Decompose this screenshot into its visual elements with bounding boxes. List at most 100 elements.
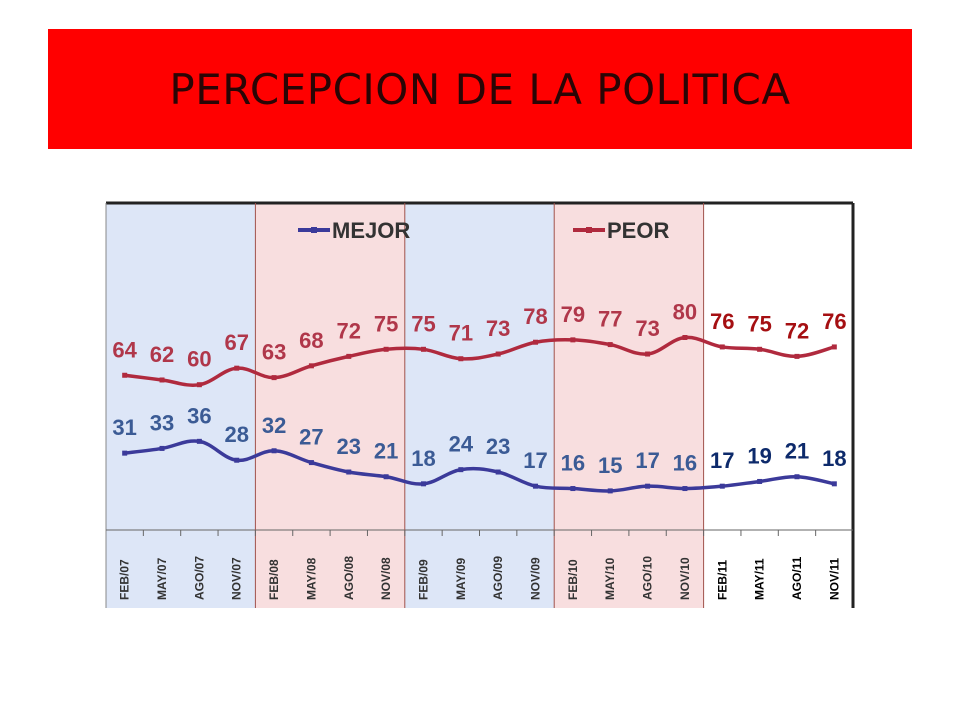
period-band — [106, 203, 256, 608]
data-label: 21 — [374, 439, 398, 464]
data-label: 68 — [299, 328, 323, 353]
data-point — [607, 342, 613, 348]
data-label: 32 — [262, 413, 286, 438]
data-point — [533, 483, 539, 489]
data-label: 17 — [710, 448, 734, 473]
data-label: 67 — [224, 330, 248, 355]
data-label: 23 — [486, 434, 510, 459]
x-tick-label: AGO/10 — [641, 556, 655, 600]
data-point — [682, 335, 688, 340]
period-band — [554, 203, 704, 608]
data-point — [607, 488, 613, 494]
data-label: 21 — [785, 439, 809, 464]
data-label: 18 — [822, 446, 846, 471]
data-point — [831, 481, 837, 487]
data-point — [570, 337, 576, 343]
data-point — [346, 469, 352, 475]
x-tick-label: MAY/08 — [304, 557, 318, 600]
data-label: 79 — [561, 302, 585, 327]
data-point — [645, 351, 651, 357]
x-tick-label: NOV/08 — [379, 557, 393, 600]
data-point — [308, 460, 314, 466]
data-label: 62 — [150, 342, 174, 367]
data-point — [271, 448, 277, 454]
data-point — [308, 363, 314, 369]
data-point — [234, 457, 240, 463]
data-label: 76 — [822, 309, 846, 334]
data-label: 64 — [112, 337, 137, 362]
x-tick-label: MAY/10 — [603, 557, 617, 600]
data-point — [159, 445, 165, 451]
data-point — [533, 339, 539, 345]
legend-marker — [586, 227, 592, 233]
data-point — [794, 474, 800, 480]
data-label: 72 — [785, 318, 809, 343]
data-point — [458, 467, 464, 473]
data-point — [570, 486, 576, 492]
data-label: 75 — [747, 311, 771, 336]
data-label: 77 — [598, 307, 622, 332]
data-label: 75 — [411, 311, 435, 336]
data-label: 23 — [337, 434, 361, 459]
data-point — [383, 474, 389, 480]
data-label: 73 — [486, 316, 510, 341]
legend-label: PEOR — [607, 218, 669, 243]
data-label: 36 — [187, 403, 211, 428]
data-label: 78 — [523, 304, 547, 329]
x-tick-label: MAY/11 — [753, 558, 767, 600]
data-label: 15 — [598, 453, 622, 478]
period-band — [404, 203, 555, 608]
data-point — [831, 344, 837, 350]
data-point — [719, 344, 725, 350]
data-label: 19 — [747, 443, 771, 468]
x-tick-label: NOV/10 — [678, 557, 692, 600]
data-point — [159, 377, 165, 383]
data-point — [420, 346, 426, 352]
x-tick-label: FEB/09 — [416, 559, 430, 600]
x-tick-label: AGO/11 — [790, 556, 804, 600]
data-point — [719, 483, 725, 489]
title-banner: PERCEPCION DE LA POLITICA — [48, 29, 912, 149]
data-label: 16 — [561, 451, 585, 476]
data-label: 31 — [112, 415, 136, 440]
data-point — [383, 346, 389, 352]
data-label: 72 — [337, 318, 361, 343]
data-label: 60 — [187, 347, 211, 372]
data-label: 73 — [635, 316, 659, 341]
data-point — [196, 438, 202, 444]
data-point — [495, 351, 501, 357]
data-label: 27 — [299, 425, 323, 450]
x-tick-label: AGO/07 — [192, 556, 206, 600]
x-tick-label: FEB/07 — [118, 559, 132, 600]
legend-label: MEJOR — [332, 218, 410, 243]
data-point — [645, 483, 651, 489]
legend-marker — [311, 227, 317, 233]
data-label: 71 — [449, 321, 473, 346]
period-band — [703, 203, 853, 608]
data-label: 76 — [710, 309, 734, 334]
x-tick-label: MAY/07 — [155, 557, 169, 600]
data-point — [682, 486, 688, 492]
data-label: 63 — [262, 340, 286, 365]
period-band — [255, 203, 405, 608]
data-point — [346, 353, 352, 359]
data-label: 16 — [673, 451, 697, 476]
data-point — [234, 365, 240, 371]
x-tick-label: AGO/08 — [342, 556, 356, 600]
data-point — [122, 372, 128, 378]
data-point — [122, 450, 128, 456]
data-label: 28 — [224, 422, 248, 447]
x-tick-label: FEB/10 — [566, 559, 580, 600]
series-line-mejor — [124, 439, 835, 493]
data-label: 18 — [411, 446, 435, 471]
data-label: 24 — [449, 432, 474, 457]
x-tick-label: NOV/11 — [827, 558, 841, 600]
data-label: 33 — [150, 410, 174, 435]
x-tick-label: NOV/07 — [230, 557, 244, 600]
data-label: 17 — [523, 448, 547, 473]
data-point — [458, 356, 464, 362]
data-point — [271, 375, 277, 381]
x-tick-label: AGO/09 — [491, 556, 505, 600]
data-point — [495, 469, 501, 475]
